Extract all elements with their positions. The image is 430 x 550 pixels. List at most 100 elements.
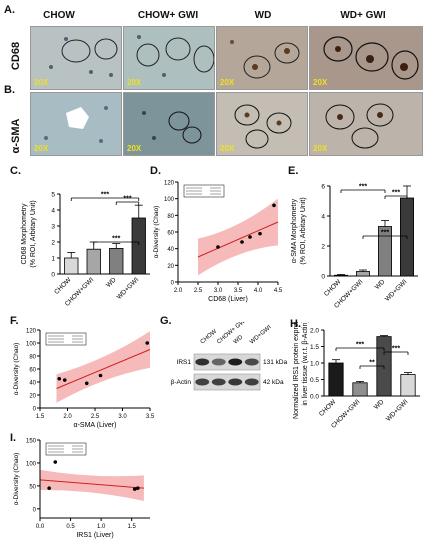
y-axis-label: α-Diversity (Chao) (13, 453, 20, 506)
blot-band (244, 358, 259, 366)
data-point (272, 203, 276, 208)
data-point (84, 381, 89, 386)
x-axis-label: α-SMA (Liver) (74, 422, 117, 429)
blot-band (244, 378, 259, 386)
y-tick-label: 100 (26, 461, 37, 467)
y-tick-label: 4 (51, 208, 55, 215)
significance-label: *** (359, 184, 367, 191)
regression-line (39, 479, 144, 489)
bar-chow (328, 362, 344, 397)
x-tick-label: 2.5 (194, 288, 203, 294)
panel-label-a: A. (4, 4, 15, 16)
blot-band (195, 358, 210, 366)
panel-label-b: B. (4, 84, 15, 96)
y-tick-label: 1.0 (310, 361, 319, 368)
magnification-label: 20X (127, 144, 142, 153)
y-tick-label: 0.5 (310, 377, 319, 384)
histology-tile-asma-chow: 20X (30, 92, 122, 156)
y-tick-label: 0 (171, 281, 175, 287)
x-tick-label: WD+GWI (385, 398, 410, 423)
significance-label: *** (392, 346, 400, 353)
significance-label: ** (369, 360, 375, 367)
y-tick-label: 0.0 (310, 394, 319, 401)
y-axis-label: CD68 Morphometry (21, 203, 28, 265)
y-tick-label: 0 (51, 272, 55, 279)
y-tick-label: 100 (164, 197, 175, 203)
panel-label-h: H. (290, 318, 301, 330)
bar-chow (334, 274, 349, 277)
bar-wd-gwi (131, 217, 146, 275)
panel-label-f: F. (10, 315, 19, 327)
blot-band (195, 378, 210, 386)
y-axis-label: α-Diversity (Chao) (13, 343, 20, 396)
bar-chow-gwi (86, 248, 101, 275)
y-tick-label: 4 (321, 214, 325, 221)
x-tick-label: 1.5 (127, 524, 136, 530)
y-tick-label: 120 (164, 181, 175, 187)
x-tick-label: WD (373, 398, 386, 411)
data-point (57, 376, 62, 381)
blot-band (228, 378, 243, 386)
y-tick-label: 20 (29, 394, 36, 400)
y-axis-label-2: (% ROI, Arbitary Unit) (300, 197, 307, 264)
histology-tile-cd68-chow-gwi: 20X (123, 26, 215, 90)
blot-row-label: IRS1 (177, 359, 192, 366)
y-tick-label: 1.5 (310, 344, 319, 351)
panel-label-e: E. (288, 165, 299, 177)
y-axis-label: α-SMA Morphometry (291, 198, 298, 263)
x-axis-label: CD68 (Liver) (208, 296, 248, 303)
blot-band (228, 358, 243, 366)
magnification-label: 20X (127, 78, 142, 87)
x-tick-label: 4.5 (274, 288, 283, 294)
x-tick-label: CHOW (53, 276, 73, 296)
regression-line (56, 349, 151, 389)
data-point (53, 460, 58, 464)
blot-lane-label: CHOW+ GWI (216, 322, 248, 346)
histology-tile-asma-wd-gwi: 20X (309, 92, 423, 156)
y-axis-label: α-Diversity (Chao) (153, 206, 160, 259)
x-tick-label: 4.0 (254, 288, 263, 294)
y-tick-label: 100 (26, 342, 37, 348)
col-header-wd-gwi: WD+ GWI (340, 10, 386, 21)
tissue-texture (323, 36, 419, 80)
y-tick-label: 2 (51, 240, 55, 247)
row-label-asma: α-SMA (10, 118, 22, 154)
blot-lane-label: WD (233, 334, 245, 345)
y-tick-label: 0 (33, 507, 37, 513)
blot-row-label: β-Actin (171, 379, 192, 386)
tissue-texture (49, 37, 118, 77)
magnification-label: 20X (313, 144, 328, 153)
bar-wd (109, 248, 124, 275)
panel-label-c: C. (10, 165, 21, 177)
blot-lane-label: CHOW (200, 329, 219, 346)
bar-chow-gwi (352, 382, 368, 397)
data-point (258, 231, 262, 236)
blot-band (211, 358, 226, 366)
data-point (135, 486, 140, 490)
magnification-label: 20X (34, 78, 49, 87)
x-tick-label: WD+GWI (384, 278, 409, 303)
magnification-label: 20X (313, 78, 328, 87)
blot-band (211, 378, 226, 386)
significance-label: *** (392, 190, 400, 197)
data-point (47, 486, 51, 490)
panel-label-i: I. (10, 432, 17, 444)
x-tick-label: WD (374, 278, 387, 291)
x-tick-label: 3.0 (118, 414, 127, 420)
magnification-label: 20X (220, 78, 235, 87)
y-axis-label: Normalized IRS1 protein expression (293, 322, 300, 419)
significance-label: *** (101, 192, 109, 199)
significance-label: *** (112, 236, 120, 243)
data-point (248, 235, 252, 239)
y-tick-label: 0 (33, 407, 37, 413)
y-tick-label: 80 (29, 355, 36, 361)
blot-size-label: 131 kDa (263, 359, 288, 366)
y-tick-label: 40 (167, 247, 174, 253)
x-axis-label: IRS1 (Liver) (76, 532, 113, 539)
x-tick-label: 3.5 (146, 414, 155, 420)
x-tick-label: 0.5 (66, 524, 75, 530)
x-tick-label: 3.0 (214, 288, 223, 294)
y-tick-label: 5 (51, 192, 55, 199)
